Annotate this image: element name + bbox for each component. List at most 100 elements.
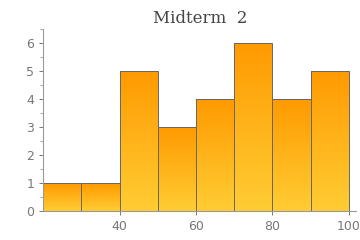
Bar: [234, 112, 273, 114]
Bar: [311, 143, 349, 144]
Bar: [311, 202, 349, 204]
Bar: [234, 186, 273, 188]
Bar: [311, 150, 349, 152]
Bar: [196, 198, 234, 200]
Bar: [158, 154, 196, 156]
Bar: [81, 186, 120, 187]
Bar: [234, 133, 273, 135]
Bar: [158, 166, 196, 167]
Bar: [311, 159, 349, 160]
Bar: [273, 168, 311, 169]
Bar: [311, 166, 349, 167]
Bar: [311, 176, 349, 178]
Bar: [234, 131, 273, 133]
Bar: [43, 190, 81, 191]
Bar: [196, 131, 234, 133]
Bar: [311, 74, 349, 76]
Bar: [120, 157, 158, 159]
Bar: [196, 197, 234, 198]
Bar: [234, 171, 273, 173]
Bar: [120, 94, 158, 96]
Bar: [273, 198, 311, 200]
Bar: [158, 137, 196, 138]
Bar: [234, 70, 273, 72]
Bar: [273, 200, 311, 201]
Bar: [120, 141, 158, 143]
Bar: [196, 201, 234, 203]
Bar: [234, 66, 273, 68]
Bar: [273, 102, 311, 103]
Bar: [81, 200, 120, 201]
Bar: [311, 109, 349, 111]
Bar: [311, 96, 349, 97]
Bar: [120, 92, 158, 94]
Bar: [196, 148, 234, 150]
Bar: [234, 104, 273, 106]
Bar: [43, 209, 81, 210]
Bar: [311, 190, 349, 192]
Bar: [234, 135, 273, 138]
Bar: [311, 134, 349, 136]
Bar: [120, 122, 158, 124]
Bar: [196, 123, 234, 124]
Bar: [273, 138, 311, 140]
Bar: [273, 133, 311, 134]
Bar: [120, 125, 158, 127]
Bar: [158, 184, 196, 185]
Bar: [273, 100, 311, 102]
Bar: [311, 160, 349, 162]
Bar: [196, 156, 234, 158]
Bar: [158, 210, 196, 211]
Bar: [120, 111, 158, 113]
Bar: [311, 131, 349, 132]
Bar: [158, 190, 196, 191]
Bar: [311, 87, 349, 88]
Bar: [158, 187, 196, 188]
Bar: [234, 119, 273, 121]
Bar: [43, 183, 81, 211]
Bar: [234, 178, 273, 180]
Bar: [311, 76, 349, 78]
Bar: [120, 162, 158, 164]
Bar: [273, 124, 311, 126]
Bar: [158, 148, 196, 149]
Bar: [273, 110, 311, 112]
Bar: [120, 195, 158, 197]
Bar: [273, 165, 311, 166]
Bar: [120, 174, 158, 176]
Bar: [81, 191, 120, 192]
Bar: [311, 73, 349, 74]
Bar: [158, 178, 196, 179]
Bar: [120, 109, 158, 111]
Bar: [196, 140, 234, 141]
Bar: [81, 197, 120, 198]
Bar: [43, 206, 81, 207]
Bar: [311, 185, 349, 187]
Bar: [311, 167, 349, 169]
Bar: [234, 43, 273, 211]
Bar: [120, 199, 158, 201]
Bar: [311, 71, 349, 211]
Bar: [311, 192, 349, 194]
Bar: [158, 173, 196, 174]
Bar: [311, 206, 349, 208]
Bar: [81, 190, 120, 191]
Bar: [196, 162, 234, 163]
Bar: [311, 122, 349, 124]
Bar: [234, 79, 273, 81]
Bar: [81, 195, 120, 196]
Bar: [120, 116, 158, 118]
Bar: [273, 114, 311, 116]
Bar: [234, 142, 273, 144]
Bar: [234, 62, 273, 64]
Bar: [196, 190, 234, 192]
Bar: [158, 157, 196, 159]
Bar: [273, 127, 311, 128]
Bar: [120, 113, 158, 115]
Bar: [158, 179, 196, 180]
Bar: [158, 197, 196, 198]
Bar: [273, 155, 311, 156]
Bar: [120, 160, 158, 162]
Bar: [158, 156, 196, 157]
Bar: [196, 99, 234, 211]
